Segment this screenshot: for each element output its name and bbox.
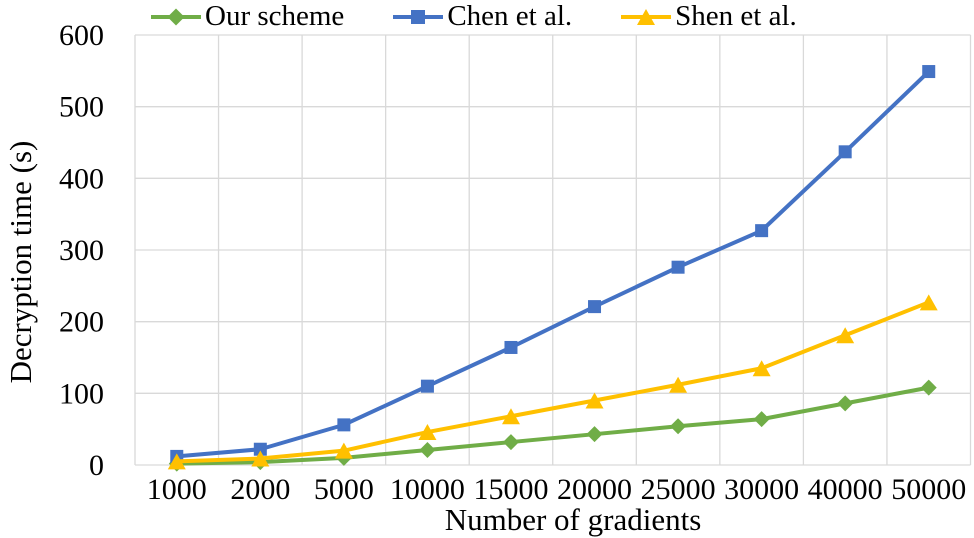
triangle-marker <box>418 424 437 441</box>
square-marker <box>922 65 936 79</box>
y-tick-label: 0 <box>89 449 104 482</box>
triangle-marker <box>585 392 604 409</box>
square-marker <box>838 145 852 159</box>
diamond-marker <box>837 395 854 412</box>
x-tick-label: 30000 <box>724 473 799 506</box>
x-tick-label: 1000 <box>147 473 207 506</box>
square-marker <box>671 260 685 274</box>
series-line-2 <box>174 300 931 464</box>
x-tick-label: 20000 <box>557 473 632 506</box>
legend-label-our-scheme: Our scheme <box>205 0 345 32</box>
triangle-marker <box>501 408 520 425</box>
legend: Our scheme Chen et al. Shen et al. <box>150 0 797 33</box>
diamond-marker <box>920 379 937 396</box>
triangle-marker <box>167 453 186 470</box>
square-marker <box>253 442 267 456</box>
x-tick-label: 25000 <box>641 473 716 506</box>
diamond-marker <box>419 441 436 458</box>
y-tick-label: 400 <box>59 162 104 195</box>
y-tick-label: 600 <box>59 19 104 52</box>
square-marker <box>420 379 434 393</box>
diamond-marker <box>753 411 770 428</box>
square-marker <box>588 300 602 314</box>
y-tick-label: 300 <box>59 234 104 267</box>
triangle-marker <box>334 442 353 459</box>
legend-label-shen: Shen et al. <box>675 0 797 32</box>
x-tick-label: 2000 <box>230 473 290 506</box>
y-axis-title: Decryption time (s) <box>3 140 38 384</box>
legend-item-shen: Shen et al. <box>620 2 797 31</box>
x-tick-label: 15000 <box>473 473 548 506</box>
square-marker <box>504 340 518 354</box>
y-tick-label: 500 <box>59 91 104 124</box>
x-tick-label: 10000 <box>390 473 465 506</box>
diamond-marker-icon <box>151 8 201 25</box>
diamond-marker <box>502 434 519 451</box>
x-tick-label: 50000 <box>891 473 966 506</box>
x-axis-title: Number of gradients <box>444 502 702 537</box>
square-marker <box>755 224 769 238</box>
diamond-marker <box>586 426 603 443</box>
series-line-0 <box>174 385 931 466</box>
legend-item-chen: Chen et al. <box>392 2 572 31</box>
triangle-marker <box>919 294 938 311</box>
square-marker <box>337 418 351 432</box>
x-tick-label: 5000 <box>314 473 374 506</box>
diamond-marker <box>670 418 687 435</box>
legend-label-chen: Chen et al. <box>447 0 573 32</box>
y-tick-label: 100 <box>59 377 104 410</box>
legend-item-our-scheme: Our scheme <box>150 2 344 31</box>
triangle-marker <box>752 360 771 377</box>
square-marker-icon <box>393 9 444 24</box>
y-tick-label: 200 <box>59 306 104 339</box>
series-line-1 <box>174 69 931 459</box>
triangle-marker <box>836 327 855 344</box>
triangle-marker <box>251 450 270 467</box>
x-tick-label: 40000 <box>808 473 883 506</box>
triangle-marker <box>669 376 688 393</box>
triangle-marker-icon <box>621 8 672 25</box>
